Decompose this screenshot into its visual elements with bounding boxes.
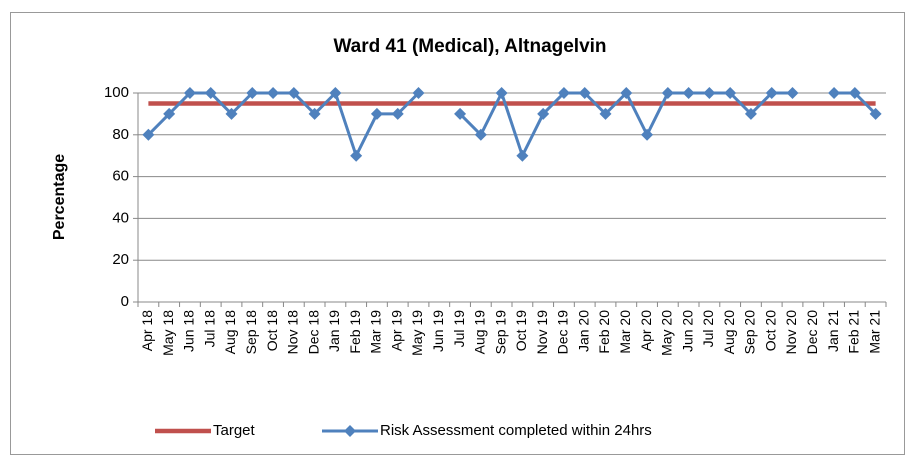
chart-border — [10, 12, 905, 455]
x-tick-label: Apr 20 — [638, 310, 654, 351]
data-point — [329, 87, 342, 99]
x-tick-label: Jan 21 — [825, 310, 841, 352]
x-tick-label: Oct 20 — [762, 310, 778, 351]
data-point — [620, 87, 633, 99]
x-tick-label: Feb 20 — [596, 310, 612, 354]
y-axis-label: Percentage — [51, 154, 68, 240]
x-tick-label: Mar 19 — [368, 310, 384, 354]
data-point — [308, 107, 321, 120]
x-tick-label: Dec 19 — [555, 310, 571, 355]
data-point — [391, 107, 404, 120]
data-point — [225, 107, 238, 120]
data-point — [267, 87, 280, 99]
x-tick-label: Jun 19 — [430, 310, 446, 352]
x-tick-label: Apr 19 — [388, 310, 404, 351]
y-tick-label: 60 — [112, 168, 129, 185]
x-tick-label: Oct 19 — [513, 310, 529, 351]
x-tick-label: Apr 18 — [139, 310, 155, 351]
y-tick-label: 20 — [112, 251, 129, 268]
x-tick-label: May 19 — [409, 310, 425, 356]
y-tick-label: 0 — [121, 293, 129, 310]
data-point — [765, 87, 778, 99]
x-tick-label: Sep 20 — [742, 310, 758, 355]
x-tick-label: May 20 — [659, 310, 675, 356]
y-tick-label: 100 — [104, 84, 129, 101]
data-point — [744, 107, 757, 120]
data-point — [454, 107, 467, 120]
x-tick-label: Jul 19 — [451, 310, 467, 348]
x-tick-label: Aug 19 — [472, 310, 488, 355]
x-tick-label: Jun 20 — [679, 310, 695, 352]
x-tick-label: May 18 — [160, 310, 176, 356]
legend-label: Risk Assessment completed within 24hrs — [380, 422, 652, 439]
data-point — [578, 87, 591, 99]
y-tick-label: 80 — [112, 126, 129, 143]
x-tick-label: Aug 20 — [721, 310, 737, 355]
data-point — [869, 107, 882, 120]
data-point — [828, 87, 841, 99]
data-point — [183, 87, 196, 99]
data-point — [287, 87, 300, 99]
x-tick-label: Jul 20 — [700, 310, 716, 348]
x-tick-label: Jan 19 — [326, 310, 342, 352]
data-point — [142, 128, 155, 141]
data-point — [516, 149, 529, 162]
x-tick-label: Mar 20 — [617, 310, 633, 354]
x-tick-label: Aug 18 — [222, 310, 238, 355]
legend-label: Target — [213, 422, 256, 439]
x-tick-label: Feb 19 — [347, 310, 363, 354]
x-tick-label: Nov 20 — [783, 310, 799, 355]
data-point — [682, 87, 695, 99]
x-tick-label: Jul 18 — [201, 310, 217, 348]
x-tick-label: Feb 21 — [846, 310, 862, 354]
data-point — [370, 107, 383, 120]
data-point — [724, 87, 737, 99]
data-point — [599, 107, 612, 120]
x-tick-label: Nov 19 — [534, 310, 550, 355]
x-tick-label: Sep 18 — [243, 310, 259, 355]
x-tick-label: Dec 18 — [305, 310, 321, 355]
data-point — [495, 87, 508, 99]
x-tick-label: Nov 18 — [285, 310, 301, 355]
data-point — [848, 87, 861, 99]
data-point — [703, 87, 716, 99]
data-point — [786, 87, 799, 99]
y-tick-label: 40 — [112, 209, 129, 226]
data-point — [350, 149, 363, 162]
x-tick-label: Jun 18 — [181, 310, 197, 352]
data-point — [246, 87, 259, 99]
data-point — [557, 87, 570, 99]
data-point — [474, 128, 487, 141]
data-point — [163, 107, 176, 120]
data-point — [412, 87, 425, 99]
x-tick-label: Oct 18 — [264, 310, 280, 351]
legend-marker — [344, 425, 356, 437]
data-point — [661, 87, 674, 99]
x-tick-label: Mar 21 — [866, 310, 882, 354]
data-point — [537, 107, 550, 120]
data-point — [204, 87, 217, 99]
x-tick-label: Dec 20 — [804, 310, 820, 355]
x-tick-label: Jan 20 — [575, 310, 591, 352]
chart-title: Ward 41 (Medical), Altnagelvin — [333, 36, 606, 57]
x-tick-label: Sep 19 — [492, 310, 508, 355]
data-point — [641, 128, 654, 141]
